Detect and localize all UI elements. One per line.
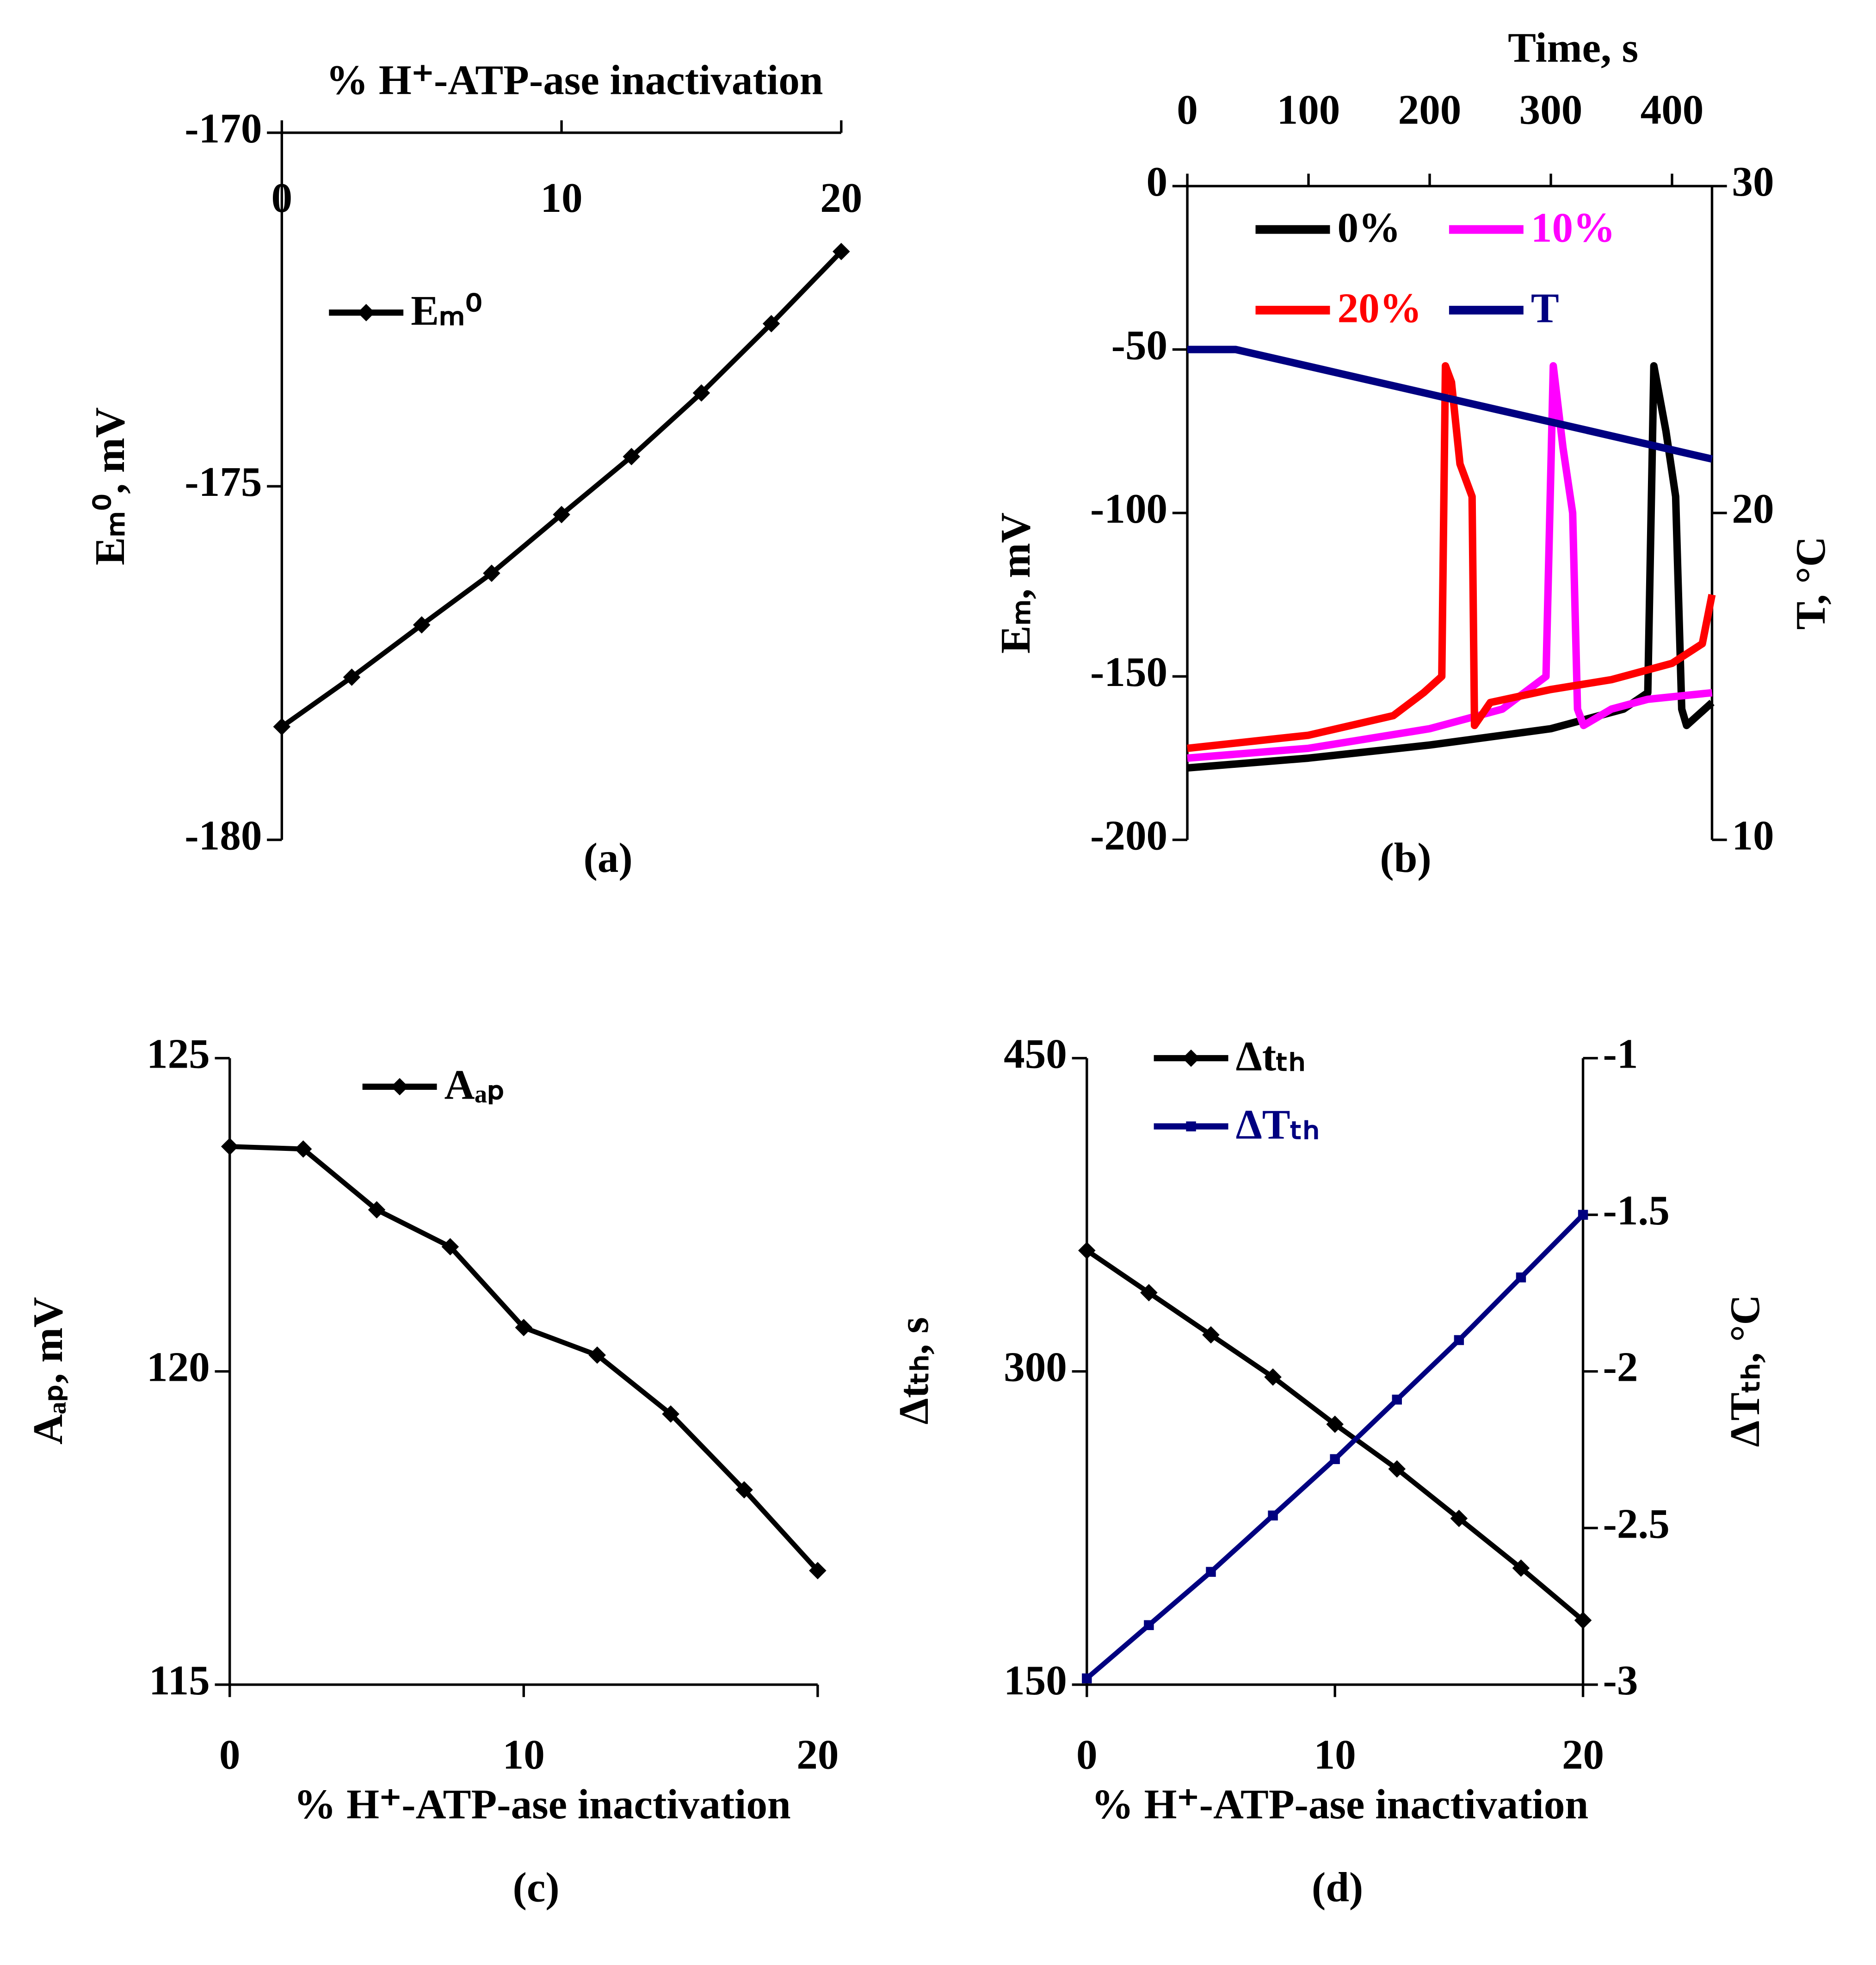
y-axis-title: Δtₜₕ, s [890, 1317, 937, 1424]
marker [441, 1238, 459, 1256]
y2-axis-title: ΔTₜₕ, °C [1722, 1295, 1768, 1447]
x-tick-label: 10 [1314, 1731, 1356, 1778]
marker [273, 718, 291, 735]
y-tick-label: -170 [185, 105, 262, 152]
marker [833, 242, 850, 260]
y-tick-label: -50 [1111, 322, 1168, 369]
y-tick-label: 120 [147, 1344, 210, 1390]
marker [368, 1201, 386, 1219]
x-axis-title: % H⁺-ATP-ase inactivation [326, 56, 823, 103]
y2-tick-label: -2 [1603, 1344, 1638, 1390]
marker [515, 1319, 533, 1336]
marker [1264, 1368, 1282, 1386]
y2-tick-label: -3 [1603, 1657, 1638, 1704]
marker [1330, 1454, 1340, 1464]
y-tick-label: -150 [1090, 649, 1167, 695]
series-line [1187, 362, 1713, 762]
x-tick-label: 10 [540, 174, 582, 221]
y-tick-label: -100 [1090, 485, 1167, 532]
x-tick-label: 100 [1277, 87, 1340, 133]
x-tick-label: 0 [272, 174, 293, 221]
x-axis-title: Time, s [1508, 25, 1638, 71]
x-tick-label: 400 [1641, 87, 1704, 133]
marker [221, 1137, 239, 1156]
y-tick-label: -200 [1090, 812, 1167, 859]
x-tick-label: 10 [503, 1731, 545, 1778]
series-line [1187, 346, 1713, 463]
series-line [1187, 362, 1716, 752]
marker [1578, 1210, 1588, 1220]
x-tick-label: 20 [1562, 1731, 1604, 1778]
legend-marker [357, 304, 375, 321]
legend-label: ΔTₜₕ [1236, 1101, 1320, 1148]
marker [1144, 1620, 1154, 1630]
y-tick-label: 450 [1004, 1031, 1067, 1077]
y-tick-label: 300 [1004, 1344, 1067, 1390]
y-tick-label: -175 [185, 458, 262, 505]
series-line [280, 250, 843, 729]
marker [1206, 1567, 1216, 1577]
panel-label: (b) [1380, 834, 1431, 881]
x-tick-label: 0 [1177, 87, 1198, 133]
marker [1392, 1394, 1402, 1405]
y-tick-label: 150 [1004, 1657, 1067, 1704]
marker [762, 315, 780, 333]
marker [1082, 1673, 1092, 1684]
legend-label: Δtₜₕ [1236, 1033, 1306, 1080]
legend-label: Aₐₚ [444, 1062, 506, 1108]
y-axis-title: Eₘ⁰, mV [86, 407, 133, 565]
panel-label: (d) [1312, 1864, 1363, 1911]
x-axis-title: % H⁺-ATP-ase inactivation [294, 1781, 791, 1828]
y2-tick-label: 30 [1732, 158, 1774, 205]
x-tick-label: 300 [1519, 87, 1583, 133]
panel-label: (c) [512, 1864, 559, 1911]
y2-tick-label: -1 [1603, 1031, 1638, 1077]
legend-marker [1186, 1121, 1196, 1131]
marker [1268, 1510, 1278, 1520]
marker [1140, 1284, 1158, 1302]
marker [809, 1562, 827, 1580]
x-tick-label: 20 [796, 1731, 839, 1778]
y-tick-label: 125 [147, 1031, 210, 1077]
y2-tick-label: 10 [1732, 812, 1774, 859]
y-axis-title: Aₐₚ, mV [25, 1297, 71, 1445]
series-line [229, 1144, 820, 1573]
series-line [1187, 362, 1715, 772]
marker [1574, 1612, 1592, 1629]
x-axis-title: % H⁺-ATP-ase inactivation [1092, 1781, 1589, 1828]
x-tick-label: 20 [820, 174, 862, 221]
legend-label: 0% [1338, 204, 1401, 251]
y2-tick-label: -2.5 [1603, 1500, 1669, 1547]
marker [662, 1405, 679, 1423]
marker [692, 384, 710, 402]
marker [1202, 1326, 1220, 1344]
legend-label: 20% [1338, 285, 1422, 332]
y2-axis-title: T, °C [1787, 536, 1834, 630]
legend-label: 10% [1531, 204, 1615, 251]
x-tick-label: 0 [219, 1731, 241, 1778]
marker [343, 668, 361, 686]
marker [1388, 1460, 1406, 1478]
legend-label: Eₘ⁰ [411, 287, 482, 334]
legend-marker [391, 1078, 408, 1096]
y-tick-label: 0 [1147, 158, 1168, 205]
legend-marker [1182, 1049, 1200, 1067]
series-line [1085, 1248, 1585, 1622]
series-line [1085, 1213, 1585, 1681]
marker [1512, 1559, 1530, 1577]
legend-label: T [1531, 285, 1559, 332]
marker [1516, 1272, 1526, 1283]
x-tick-label: 0 [1076, 1731, 1098, 1778]
marker [1454, 1335, 1464, 1345]
y2-tick-label: 20 [1732, 485, 1774, 532]
y-tick-label: -180 [185, 812, 262, 859]
marker [1450, 1509, 1468, 1527]
y-tick-label: 115 [149, 1657, 210, 1704]
y2-tick-label: -1.5 [1603, 1187, 1669, 1234]
y-axis-title: Eₘ, mV [992, 513, 1039, 654]
panel-label: (a) [583, 834, 632, 881]
x-tick-label: 200 [1398, 87, 1462, 133]
